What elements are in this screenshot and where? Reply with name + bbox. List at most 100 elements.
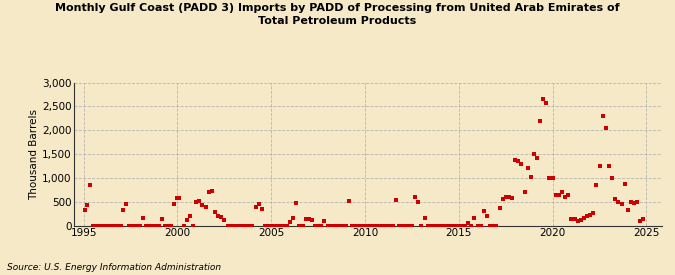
Point xyxy=(619,181,630,186)
Point xyxy=(225,223,236,228)
Point xyxy=(491,223,502,228)
Point xyxy=(585,212,595,217)
Point xyxy=(216,215,227,220)
Point xyxy=(379,223,389,228)
Point xyxy=(363,223,374,228)
Point xyxy=(222,223,233,228)
Point xyxy=(250,205,261,210)
Point xyxy=(313,223,323,228)
Point xyxy=(375,223,386,228)
Point xyxy=(566,217,577,221)
Point xyxy=(635,219,646,223)
Point xyxy=(253,201,264,206)
Point xyxy=(416,223,427,228)
Point xyxy=(281,223,292,228)
Point xyxy=(457,223,468,228)
Point xyxy=(344,199,355,204)
Point xyxy=(159,223,170,228)
Point xyxy=(603,164,614,168)
Point xyxy=(338,223,348,228)
Point xyxy=(582,214,593,218)
Point xyxy=(454,223,464,228)
Point xyxy=(184,214,195,218)
Point xyxy=(84,182,95,187)
Point xyxy=(438,223,449,228)
Point xyxy=(485,223,495,228)
Point xyxy=(563,192,574,197)
Point xyxy=(510,158,520,162)
Point xyxy=(372,223,383,228)
Point xyxy=(412,200,423,204)
Point xyxy=(525,175,536,179)
Point xyxy=(310,223,321,228)
Point xyxy=(182,218,192,222)
Point xyxy=(632,199,643,204)
Point xyxy=(269,223,280,228)
Point xyxy=(297,223,308,228)
Point xyxy=(572,219,583,223)
Point xyxy=(347,223,358,228)
Point xyxy=(460,223,470,228)
Point xyxy=(188,223,198,228)
Point xyxy=(441,223,452,228)
Point xyxy=(191,199,202,204)
Point xyxy=(419,216,430,221)
Point xyxy=(260,223,271,228)
Point xyxy=(497,197,508,202)
Point xyxy=(366,223,377,228)
Point xyxy=(400,223,411,228)
Point xyxy=(638,217,649,221)
Y-axis label: Thousand Barrels: Thousand Barrels xyxy=(29,109,39,199)
Point xyxy=(522,166,533,170)
Point xyxy=(554,193,564,197)
Point xyxy=(532,156,543,160)
Point xyxy=(535,119,545,123)
Point xyxy=(169,201,180,206)
Point xyxy=(263,223,273,228)
Point xyxy=(391,197,402,202)
Point xyxy=(163,223,173,228)
Point xyxy=(513,159,524,163)
Point xyxy=(228,223,239,228)
Point xyxy=(406,223,417,228)
Point xyxy=(115,223,126,228)
Point xyxy=(316,223,327,228)
Point xyxy=(594,164,605,168)
Point xyxy=(134,223,145,228)
Point xyxy=(247,223,258,228)
Point xyxy=(578,216,589,220)
Point xyxy=(278,223,289,228)
Point xyxy=(197,202,208,207)
Point xyxy=(341,223,352,228)
Point xyxy=(140,223,151,228)
Point xyxy=(82,203,92,208)
Point xyxy=(91,223,102,228)
Point xyxy=(560,195,570,199)
Point xyxy=(431,223,442,228)
Point xyxy=(394,223,405,228)
Point xyxy=(138,216,148,220)
Point xyxy=(107,223,117,228)
Point xyxy=(209,210,220,214)
Point xyxy=(600,126,611,130)
Point xyxy=(450,223,461,228)
Point xyxy=(124,223,134,228)
Point xyxy=(150,223,161,228)
Point xyxy=(172,196,183,200)
Point xyxy=(194,199,205,203)
Point xyxy=(544,176,555,180)
Point xyxy=(591,183,602,187)
Point xyxy=(569,217,580,221)
Point xyxy=(331,223,342,228)
Point xyxy=(541,100,552,105)
Point xyxy=(256,207,267,211)
Point xyxy=(626,199,637,204)
Point xyxy=(388,223,399,228)
Point xyxy=(294,223,305,228)
Point xyxy=(504,195,514,199)
Point xyxy=(244,223,254,228)
Point xyxy=(360,223,371,228)
Point xyxy=(516,162,526,167)
Point xyxy=(288,216,298,221)
Point xyxy=(303,217,314,221)
